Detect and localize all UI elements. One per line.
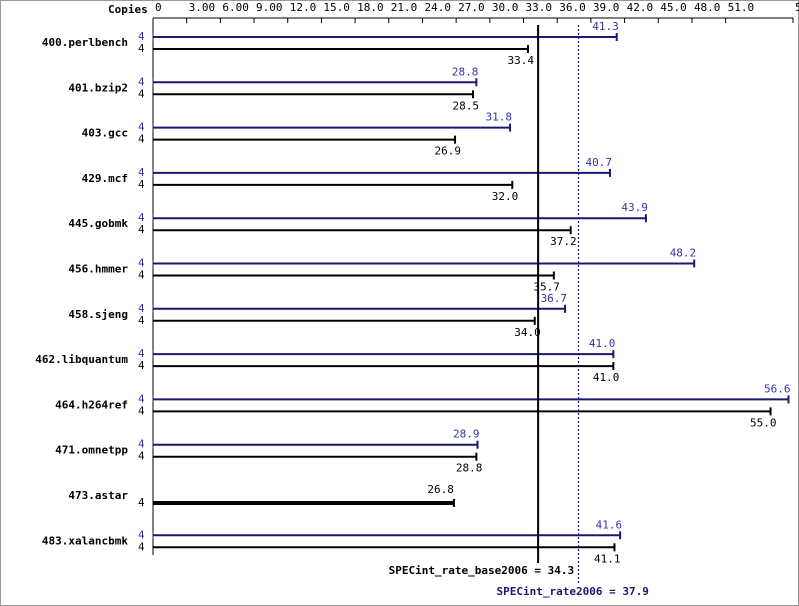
value-label: 34.0 bbox=[514, 326, 541, 339]
copies-label: 4 bbox=[138, 392, 145, 405]
value-label: 56.6 bbox=[764, 382, 791, 395]
x-tick-label: 39.0 bbox=[593, 1, 620, 14]
copies-label: 4 bbox=[138, 269, 145, 282]
value-label: 35.7 bbox=[533, 281, 560, 294]
category-label: 464.h264ref bbox=[55, 398, 128, 411]
copies-label: 4 bbox=[138, 528, 145, 541]
copies-label: 4 bbox=[138, 450, 145, 463]
reference-label: SPECint_rate2006 = 37.9 bbox=[497, 585, 649, 598]
category-label: 462.libquantum bbox=[35, 353, 128, 366]
x-tick-label: 33.0 bbox=[526, 1, 553, 14]
copies-label: 4 bbox=[138, 496, 145, 509]
value-label: 41.3 bbox=[592, 20, 619, 33]
value-label: 55.0 bbox=[750, 416, 777, 429]
copies-label: 4 bbox=[138, 404, 145, 417]
x-tick-label: 24.0 bbox=[424, 1, 451, 14]
value-label: 28.5 bbox=[453, 99, 480, 112]
value-label: 31.8 bbox=[486, 111, 513, 124]
value-label: 40.7 bbox=[585, 156, 612, 169]
copies-label: 4 bbox=[138, 75, 145, 88]
value-label: 28.8 bbox=[456, 462, 483, 475]
value-label: 32.0 bbox=[492, 190, 519, 203]
value-label: 41.1 bbox=[594, 552, 621, 565]
category-label: 456.hmmer bbox=[68, 263, 128, 276]
category-label: 483.xalancbmk bbox=[42, 534, 128, 547]
reference-label: SPECint_rate_base2006 = 34.3 bbox=[389, 564, 574, 577]
value-label: 41.0 bbox=[589, 337, 616, 350]
copies-label: 4 bbox=[138, 133, 145, 146]
x-tick-label: 42.0 bbox=[627, 1, 654, 14]
x-tick-label: 15.0 bbox=[323, 1, 350, 14]
copies-label: 4 bbox=[138, 359, 145, 372]
copies-label: 4 bbox=[138, 42, 145, 55]
copies-label: 4 bbox=[138, 438, 145, 451]
x-tick-label: 12.0 bbox=[290, 1, 317, 14]
x-tick-label: 6.00 bbox=[222, 1, 249, 14]
copies-label: 4 bbox=[138, 302, 145, 315]
category-label: 429.mcf bbox=[82, 172, 128, 185]
copies-label: 4 bbox=[138, 121, 145, 134]
x-tick-label: 27.0 bbox=[458, 1, 485, 14]
copies-label: 4 bbox=[138, 87, 145, 100]
copies-label: 4 bbox=[138, 257, 145, 270]
x-tick-label: 3.00 bbox=[189, 1, 216, 14]
x-tick-label: 30.0 bbox=[492, 1, 519, 14]
copies-label: 4 bbox=[138, 314, 145, 327]
value-label: 28.8 bbox=[452, 65, 479, 78]
copies-label: 4 bbox=[138, 166, 145, 179]
value-label: 41.0 bbox=[593, 371, 620, 384]
x-tick-label: 51.0 bbox=[728, 1, 755, 14]
category-label: 445.gobmk bbox=[68, 217, 128, 230]
x-tick-label: 36.0 bbox=[559, 1, 586, 14]
category-label: 473.astar bbox=[68, 489, 128, 502]
x-tick-label: 48.0 bbox=[694, 1, 721, 14]
value-label: 26.8 bbox=[427, 483, 454, 496]
value-label: 26.9 bbox=[435, 145, 462, 158]
copies-label: 4 bbox=[138, 347, 145, 360]
value-label: 28.9 bbox=[453, 428, 480, 441]
copies-label: 4 bbox=[138, 540, 145, 553]
value-label: 36.7 bbox=[541, 292, 568, 305]
copies-label: 4 bbox=[138, 30, 145, 43]
category-label: 401.bzip2 bbox=[68, 81, 128, 94]
copies-label: 4 bbox=[138, 223, 145, 236]
copies-label: 4 bbox=[138, 211, 145, 224]
category-label: 403.gcc bbox=[82, 127, 128, 140]
x-tick-label: 18.0 bbox=[357, 1, 384, 14]
category-label: 458.sjeng bbox=[68, 308, 128, 321]
copies-header: Copies bbox=[108, 3, 148, 16]
value-label: 41.6 bbox=[596, 518, 623, 531]
value-label: 48.2 bbox=[670, 247, 697, 260]
category-label: 400.perlbench bbox=[42, 36, 128, 49]
x-tick-label: 9.00 bbox=[256, 1, 283, 14]
category-label: 471.omnetpp bbox=[55, 444, 128, 457]
copies-label: 4 bbox=[138, 178, 145, 191]
x-tick-label: 45.0 bbox=[660, 1, 687, 14]
value-label: 33.4 bbox=[508, 54, 535, 67]
x-tick-label: 21.0 bbox=[391, 1, 418, 14]
value-label: 37.2 bbox=[550, 235, 577, 248]
x-tick-label: 57.0 bbox=[795, 1, 799, 14]
x-tick-label: 0 bbox=[155, 1, 162, 14]
value-label: 43.9 bbox=[621, 201, 648, 214]
